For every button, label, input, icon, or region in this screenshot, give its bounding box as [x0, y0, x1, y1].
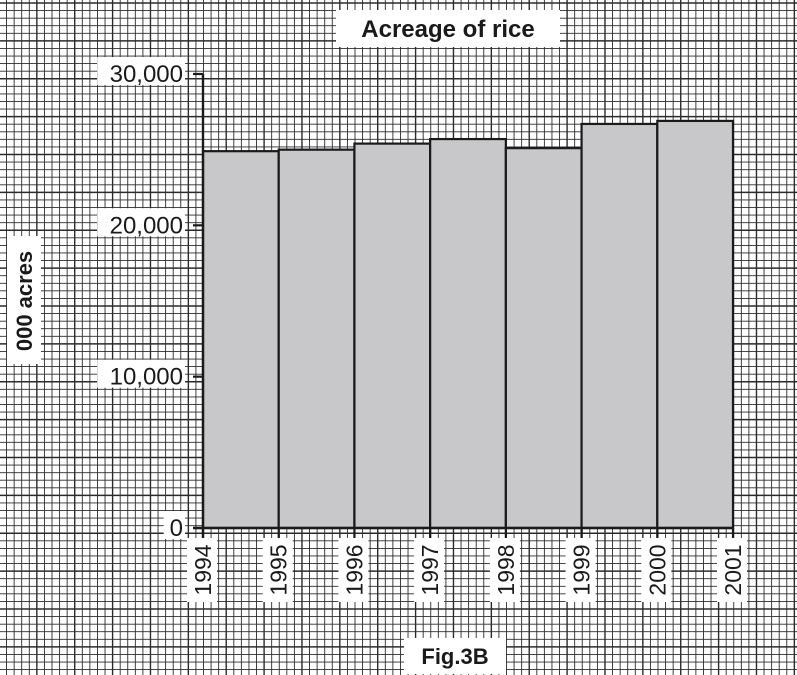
y-tick-label-background: [97, 359, 185, 388]
x-tick-label-background: [641, 538, 672, 602]
bar-1998: [504, 147, 583, 530]
x-tick-label-background: [717, 538, 747, 602]
figure-caption: Fig.3B: [421, 644, 488, 669]
x-tick-label: 1996: [341, 544, 367, 595]
y-tick-label: 10,000: [110, 364, 183, 391]
x-tick-label-background: [187, 538, 217, 602]
x-tick-label: 1995: [266, 544, 292, 595]
bar-1994: [201, 150, 280, 530]
title-background: [336, 10, 560, 47]
x-tick-label: 2000: [644, 544, 670, 595]
x-tick-label: 1994: [190, 544, 216, 595]
x-tick-label: 2001: [720, 544, 746, 595]
x-tick-label: 1997: [417, 544, 443, 595]
x-tick-label-background: [262, 538, 293, 602]
y-tick-label: 0: [170, 515, 183, 542]
bars: [201, 119, 735, 530]
y-tick-label: 20,000: [110, 212, 183, 239]
y-axis-label-background: [7, 236, 41, 364]
labels: Acreage of rice 000 acres Fig.3B: [7, 10, 560, 674]
x-tick-label-background: [565, 538, 596, 602]
y-tick-label-background: [163, 511, 185, 539]
bar-1999: [580, 122, 659, 530]
bar-1996: [353, 142, 432, 530]
x-tick-label: 1998: [493, 544, 519, 595]
caption-background: [404, 638, 506, 674]
bar-1997: [429, 137, 507, 530]
x-tick-label-background: [489, 538, 520, 602]
bar-2000: [656, 119, 735, 530]
chart-title: Acreage of rice: [361, 16, 534, 43]
x-tick-label-background: [338, 538, 369, 602]
y-axis-label: 000 acres: [12, 251, 37, 351]
y-tick-label-background: [97, 208, 185, 237]
x-tick-label: 1999: [569, 544, 595, 595]
bar-1995: [277, 148, 356, 530]
x-tick-label-background: [414, 538, 445, 602]
y-tick-label-background: [97, 57, 185, 85]
y-tick-label: 30,000: [110, 61, 183, 88]
axes: 0 10,000 20,000 30,000 1994 1995 1996 1997 1998 1…: [97, 57, 747, 602]
